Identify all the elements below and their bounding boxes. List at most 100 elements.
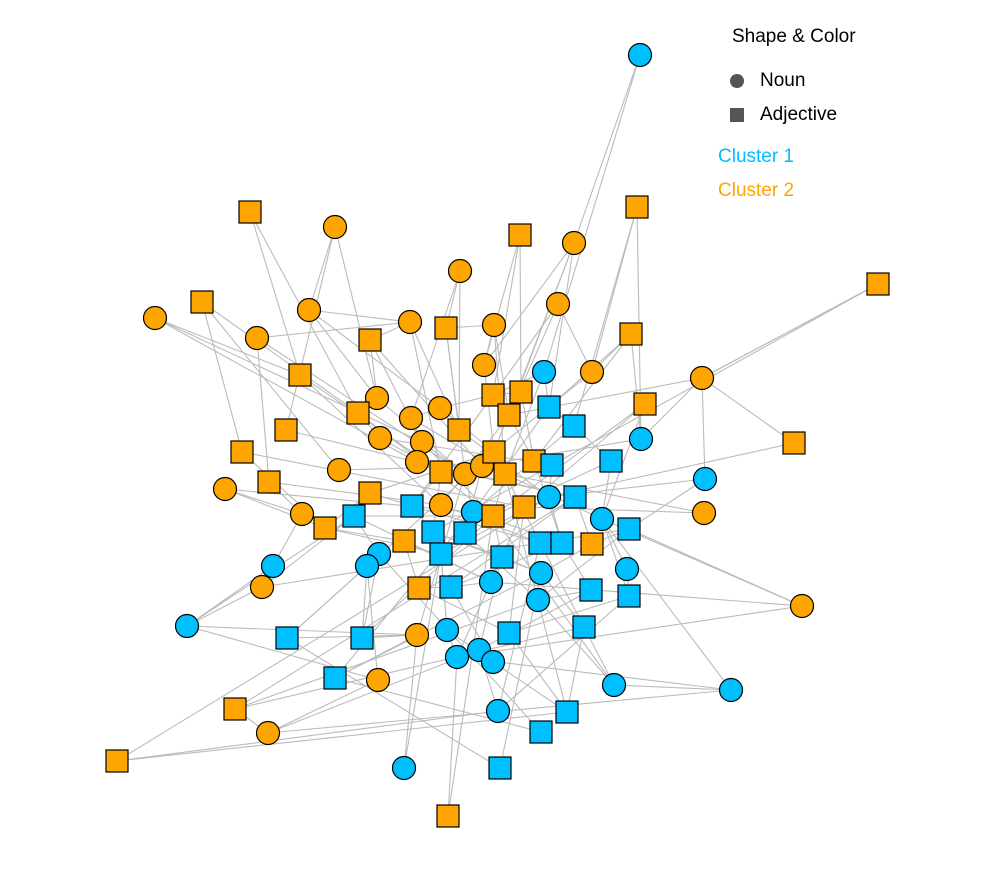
adjective-node — [528, 531, 552, 555]
edge — [256, 321, 411, 339]
noun-node — [427, 395, 453, 421]
edge — [508, 506, 525, 634]
noun-node — [485, 698, 511, 724]
edge — [450, 496, 576, 588]
noun-node — [428, 492, 454, 518]
legend-cluster-2: Cluster 2 — [718, 180, 795, 201]
edge — [224, 488, 303, 515]
edge — [548, 242, 575, 408]
noun-node — [354, 553, 380, 579]
edge — [493, 324, 510, 416]
edge — [701, 283, 879, 379]
adjective-node — [358, 328, 382, 352]
edge — [447, 656, 458, 817]
adjective-node — [572, 615, 596, 639]
adjective-node — [358, 481, 382, 505]
edge — [519, 234, 522, 393]
edge — [334, 511, 474, 679]
edge — [334, 634, 418, 679]
edge — [504, 473, 705, 514]
edge — [234, 496, 576, 710]
adjective-node — [481, 504, 505, 528]
legend-cluster-1: Cluster 1 — [718, 146, 795, 167]
adjective-node — [238, 200, 262, 224]
adjective-node — [342, 504, 366, 528]
edge — [472, 406, 550, 513]
edge — [432, 464, 553, 533]
noun-node — [627, 42, 653, 68]
noun-node — [579, 359, 605, 385]
noun-node — [689, 365, 715, 391]
noun-node — [322, 214, 348, 240]
edge — [613, 684, 732, 691]
adjective-node — [512, 495, 536, 519]
adjective-node — [562, 414, 586, 438]
edge — [533, 333, 632, 462]
adjective-node — [421, 520, 445, 544]
noun-node — [404, 449, 430, 475]
adjective-node — [447, 418, 471, 442]
adjective-node — [866, 272, 890, 296]
adjective-node — [275, 626, 299, 650]
edge — [249, 211, 301, 376]
noun-node — [460, 499, 486, 525]
edge — [458, 270, 461, 431]
noun-node — [528, 560, 554, 586]
edge — [483, 234, 521, 366]
edge — [308, 309, 441, 409]
adjective-node — [625, 195, 649, 219]
edge — [551, 283, 879, 466]
noun-node — [249, 574, 275, 600]
edge — [403, 634, 418, 769]
noun-node — [691, 500, 717, 526]
edge — [537, 599, 615, 686]
adjective-node — [439, 575, 463, 599]
edge — [492, 303, 559, 396]
noun-node — [398, 405, 424, 431]
adjective-node — [617, 517, 641, 541]
edge — [267, 649, 480, 734]
adjective-node — [497, 403, 521, 427]
adjective-node — [579, 578, 603, 602]
adjective-node — [599, 449, 623, 473]
adjective-node — [619, 322, 643, 346]
adjective-node — [105, 749, 129, 773]
edge — [566, 626, 585, 713]
edge — [483, 242, 575, 366]
nodes-layer — [105, 42, 890, 828]
adjective-node — [429, 542, 453, 566]
noun-node — [434, 617, 460, 643]
adjective-node — [580, 532, 604, 556]
noun-node — [296, 297, 322, 323]
adjective-node — [508, 223, 532, 247]
adjective-node — [434, 316, 458, 340]
adjective-node — [346, 401, 370, 425]
adjective-node — [482, 440, 506, 464]
edge — [241, 451, 525, 508]
noun-node — [365, 667, 391, 693]
edge — [456, 581, 492, 658]
edge — [601, 403, 646, 520]
adjective-node — [563, 485, 587, 509]
edge — [456, 605, 803, 658]
edge — [445, 327, 460, 431]
edge — [308, 226, 336, 311]
adjective-node — [436, 804, 460, 828]
adjective-node — [497, 621, 521, 645]
edge — [492, 515, 615, 686]
edge — [640, 377, 703, 440]
edge — [186, 586, 263, 627]
edge — [483, 364, 495, 453]
adjective-node — [223, 697, 247, 721]
edge — [201, 301, 359, 414]
adjective-node — [488, 756, 512, 780]
edge — [628, 528, 803, 607]
adjective-node — [493, 462, 517, 486]
edge — [628, 478, 706, 530]
edge — [490, 581, 803, 607]
adjective-node — [190, 290, 214, 314]
adjective-node — [429, 460, 453, 484]
edge — [403, 553, 442, 769]
edge — [116, 496, 550, 762]
